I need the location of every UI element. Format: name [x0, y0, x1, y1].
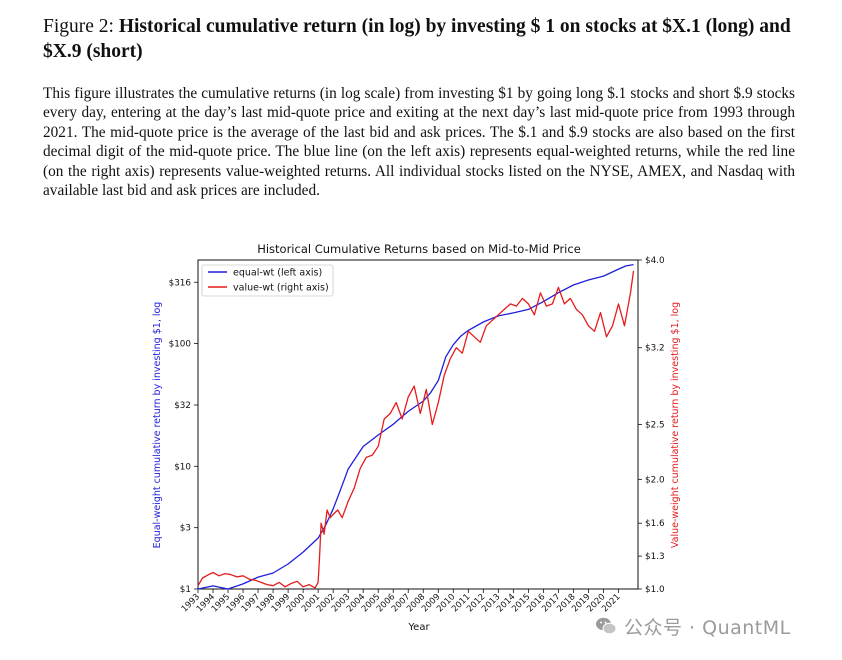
right-y-tick-label: $1.0 — [645, 585, 665, 595]
left-y-tick-label: $10 — [174, 462, 191, 472]
watermark: 公众号 · QuantML — [595, 612, 791, 640]
figure-title: Historical cumulative return (in log) by… — [43, 16, 791, 62]
right-axis-label: Value-weight cumulative return by invest… — [670, 302, 681, 548]
series-line-value-wt — [197, 270, 635, 589]
figure-label: Figure 2: — [43, 16, 114, 37]
left-axis-label: Equal-weight cumulative return by invest… — [152, 302, 163, 549]
left-y-tick-label: $316 — [169, 278, 192, 288]
right-y-tick-label: $1.6 — [645, 519, 665, 529]
legend-label-value-wt: value-wt (right axis) — [233, 283, 329, 294]
watermark-text: 公众号 · QuantML — [624, 616, 791, 639]
left-y-tick-label: $1 — [180, 585, 191, 595]
right-y-tick-label: $1.3 — [645, 552, 665, 562]
right-y-tick-label: $4.0 — [645, 256, 665, 266]
right-y-tick-label: $2.0 — [645, 475, 665, 485]
left-y-tick-label: $100 — [169, 340, 192, 350]
legend-label-equal-wt: equal-wt (left axis) — [233, 268, 322, 279]
figure-caption-title: Figure 2: Historical cumulative return (… — [43, 14, 803, 64]
legend: equal-wt (left axis) value-wt (right axi… — [201, 264, 334, 297]
series-line-equal-wt — [197, 263, 634, 590]
right-y-tick-label: $3.2 — [645, 344, 665, 354]
legend-box — [201, 264, 334, 297]
figure-caption-body: This figure illustrates the cumulative r… — [43, 85, 795, 200]
left-y-tick-label: $3 — [180, 524, 191, 534]
x-axis-label: Year — [407, 622, 430, 633]
left-y-tick-label: $32 — [174, 401, 191, 411]
plot-frame — [197, 259, 639, 590]
wechat-icon — [596, 617, 617, 635]
chart-title: Historical Cumulative Returns based on M… — [257, 242, 581, 256]
right-y-tick-label: $2.5 — [645, 421, 665, 431]
